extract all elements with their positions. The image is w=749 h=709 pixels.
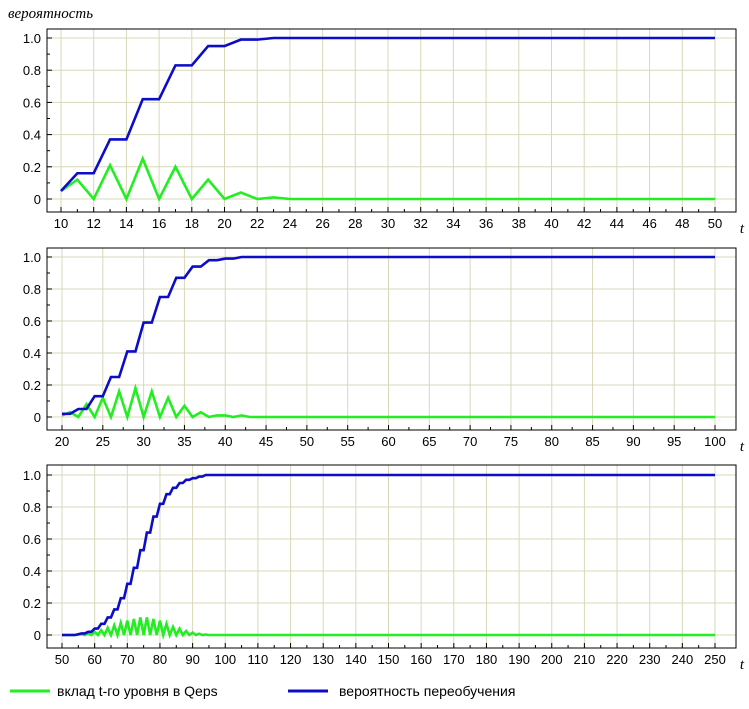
time-axis-label: t <box>740 657 745 673</box>
y-tick-label: 1.0 <box>23 31 41 46</box>
chart-panel-3: 50 60 70 80 90 100 110 120 130 140 150 160 170 180 190… <box>23 464 745 673</box>
plot-frame <box>46 28 737 213</box>
y-tick-label: 0 <box>34 628 41 643</box>
y-tick-label: 0 <box>34 410 41 425</box>
legend-label-overfitting: вероятность переобучения <box>339 683 515 699</box>
y-tick-label: 0.4 <box>23 346 41 361</box>
x-tick-label: 100 <box>704 434 726 449</box>
x-tick-label: 46 <box>642 216 656 231</box>
x-tick-label: 44 <box>610 216 624 231</box>
y-tick-label: 0.2 <box>23 596 41 611</box>
y-tick-label: 0.4 <box>23 564 41 579</box>
x-tick-label: 50 <box>300 434 314 449</box>
x-tick-label: 95 <box>667 434 681 449</box>
x-tick-label: 42 <box>577 216 591 231</box>
time-axis-label: t <box>740 221 745 237</box>
x-tick-label: 45 <box>259 434 273 449</box>
x-tick-label: 80 <box>153 652 167 667</box>
chart-panel-2: 20 25 30 35 40 45 50 55 60 65 70 75 80 85 90 95 100 0 0.2 0… <box>23 247 745 455</box>
x-tick-label: 190 <box>508 652 530 667</box>
x-tick-label: 90 <box>626 434 640 449</box>
series-line-contribution <box>61 383 715 422</box>
x-tick-label: 70 <box>463 434 477 449</box>
plot-frame <box>46 464 737 649</box>
x-tick-label: 24 <box>283 216 297 231</box>
x-tick-label: 65 <box>422 434 436 449</box>
x-tick-label: 48 <box>675 216 689 231</box>
x-tick-label: 35 <box>177 434 191 449</box>
y-tick-label: 0 <box>34 192 41 207</box>
x-tick-label: 85 <box>585 434 599 449</box>
y-tick-label: 0.6 <box>23 314 41 329</box>
y-tick-label: 1.0 <box>23 468 41 483</box>
x-tick-label: 90 <box>185 652 199 667</box>
plot-frame <box>46 247 737 431</box>
series-line-overfitting <box>62 473 715 637</box>
x-tick-label: 220 <box>606 652 628 667</box>
x-tick-label: 140 <box>345 652 367 667</box>
y-tick-label: 0.8 <box>23 63 41 78</box>
x-tick-label: 120 <box>280 652 302 667</box>
x-tick-label: 210 <box>574 652 596 667</box>
x-tick-label: 80 <box>545 434 559 449</box>
x-tick-label: 180 <box>476 652 498 667</box>
x-tick-label: 36 <box>479 216 493 231</box>
x-tick-label: 20 <box>55 434 69 449</box>
x-tick-label: 55 <box>340 434 354 449</box>
x-tick-label: 150 <box>378 652 400 667</box>
x-tick-label: 14 <box>119 216 133 231</box>
x-tick-label: 170 <box>443 652 465 667</box>
x-tick-label: 28 <box>348 216 362 231</box>
x-tick-label: 40 <box>544 216 558 231</box>
chart-panel-1: 10 12 14 16 18 20 22 24 26 28 30 32 34 36 38 40 42 44 46 48… <box>23 28 745 237</box>
x-tick-label: 50 <box>708 216 722 231</box>
x-tick-label: 240 <box>671 652 693 667</box>
time-axis-label: t <box>740 439 745 455</box>
x-tick-label: 70 <box>120 652 134 667</box>
y-tick-label: 0.4 <box>23 128 41 143</box>
x-tick-label: 18 <box>185 216 199 231</box>
chart-panels: 10 12 14 16 18 20 22 24 26 28 30 32 34 36 38 40 42 44 46 48… <box>23 28 745 673</box>
x-tick-label: 100 <box>214 652 236 667</box>
series-line-contribution <box>60 155 715 203</box>
x-tick-label: 22 <box>250 216 264 231</box>
x-tick-label: 32 <box>413 216 427 231</box>
y-tick-label: 0.8 <box>23 500 41 515</box>
x-tick-label: 160 <box>410 652 432 667</box>
y-tick-label: 0.8 <box>23 282 41 297</box>
x-tick-label: 10 <box>54 216 68 231</box>
legend-label-contribution: вклад t-го уровня в Qeps <box>57 683 218 699</box>
y-axis-label: вероятность <box>8 6 93 22</box>
y-tick-label: 0.2 <box>23 378 41 393</box>
x-tick-label: 12 <box>86 216 100 231</box>
x-tick-label: 30 <box>381 216 395 231</box>
x-tick-label: 25 <box>96 434 110 449</box>
y-tick-label: 1.0 <box>23 250 41 265</box>
x-tick-label: 60 <box>381 434 395 449</box>
y-tick-label: 0.6 <box>23 95 41 110</box>
x-tick-label: 130 <box>312 652 334 667</box>
x-tick-label: 50 <box>55 652 69 667</box>
x-tick-label: 230 <box>639 652 661 667</box>
x-tick-label: 40 <box>218 434 232 449</box>
x-tick-label: 26 <box>315 216 329 231</box>
x-tick-label: 110 <box>248 652 269 667</box>
series-line-contribution <box>62 617 715 641</box>
x-tick-label: 30 <box>136 434 150 449</box>
x-tick-label: 34 <box>446 216 460 231</box>
x-tick-label: 38 <box>512 216 526 231</box>
x-tick-label: 16 <box>152 216 166 231</box>
x-tick-label: 60 <box>87 652 101 667</box>
y-tick-label: 0.6 <box>23 532 41 547</box>
x-tick-label: 20 <box>217 216 231 231</box>
x-tick-label: 200 <box>541 652 563 667</box>
x-tick-label: 75 <box>504 434 518 449</box>
y-tick-label: 0.2 <box>23 160 41 175</box>
x-tick-label: 250 <box>704 652 726 667</box>
legend: вклад t-го уровня в Qeps вероятность пер… <box>10 683 515 699</box>
series-line-overfitting <box>62 255 715 416</box>
series-line-overfitting <box>60 36 715 192</box>
